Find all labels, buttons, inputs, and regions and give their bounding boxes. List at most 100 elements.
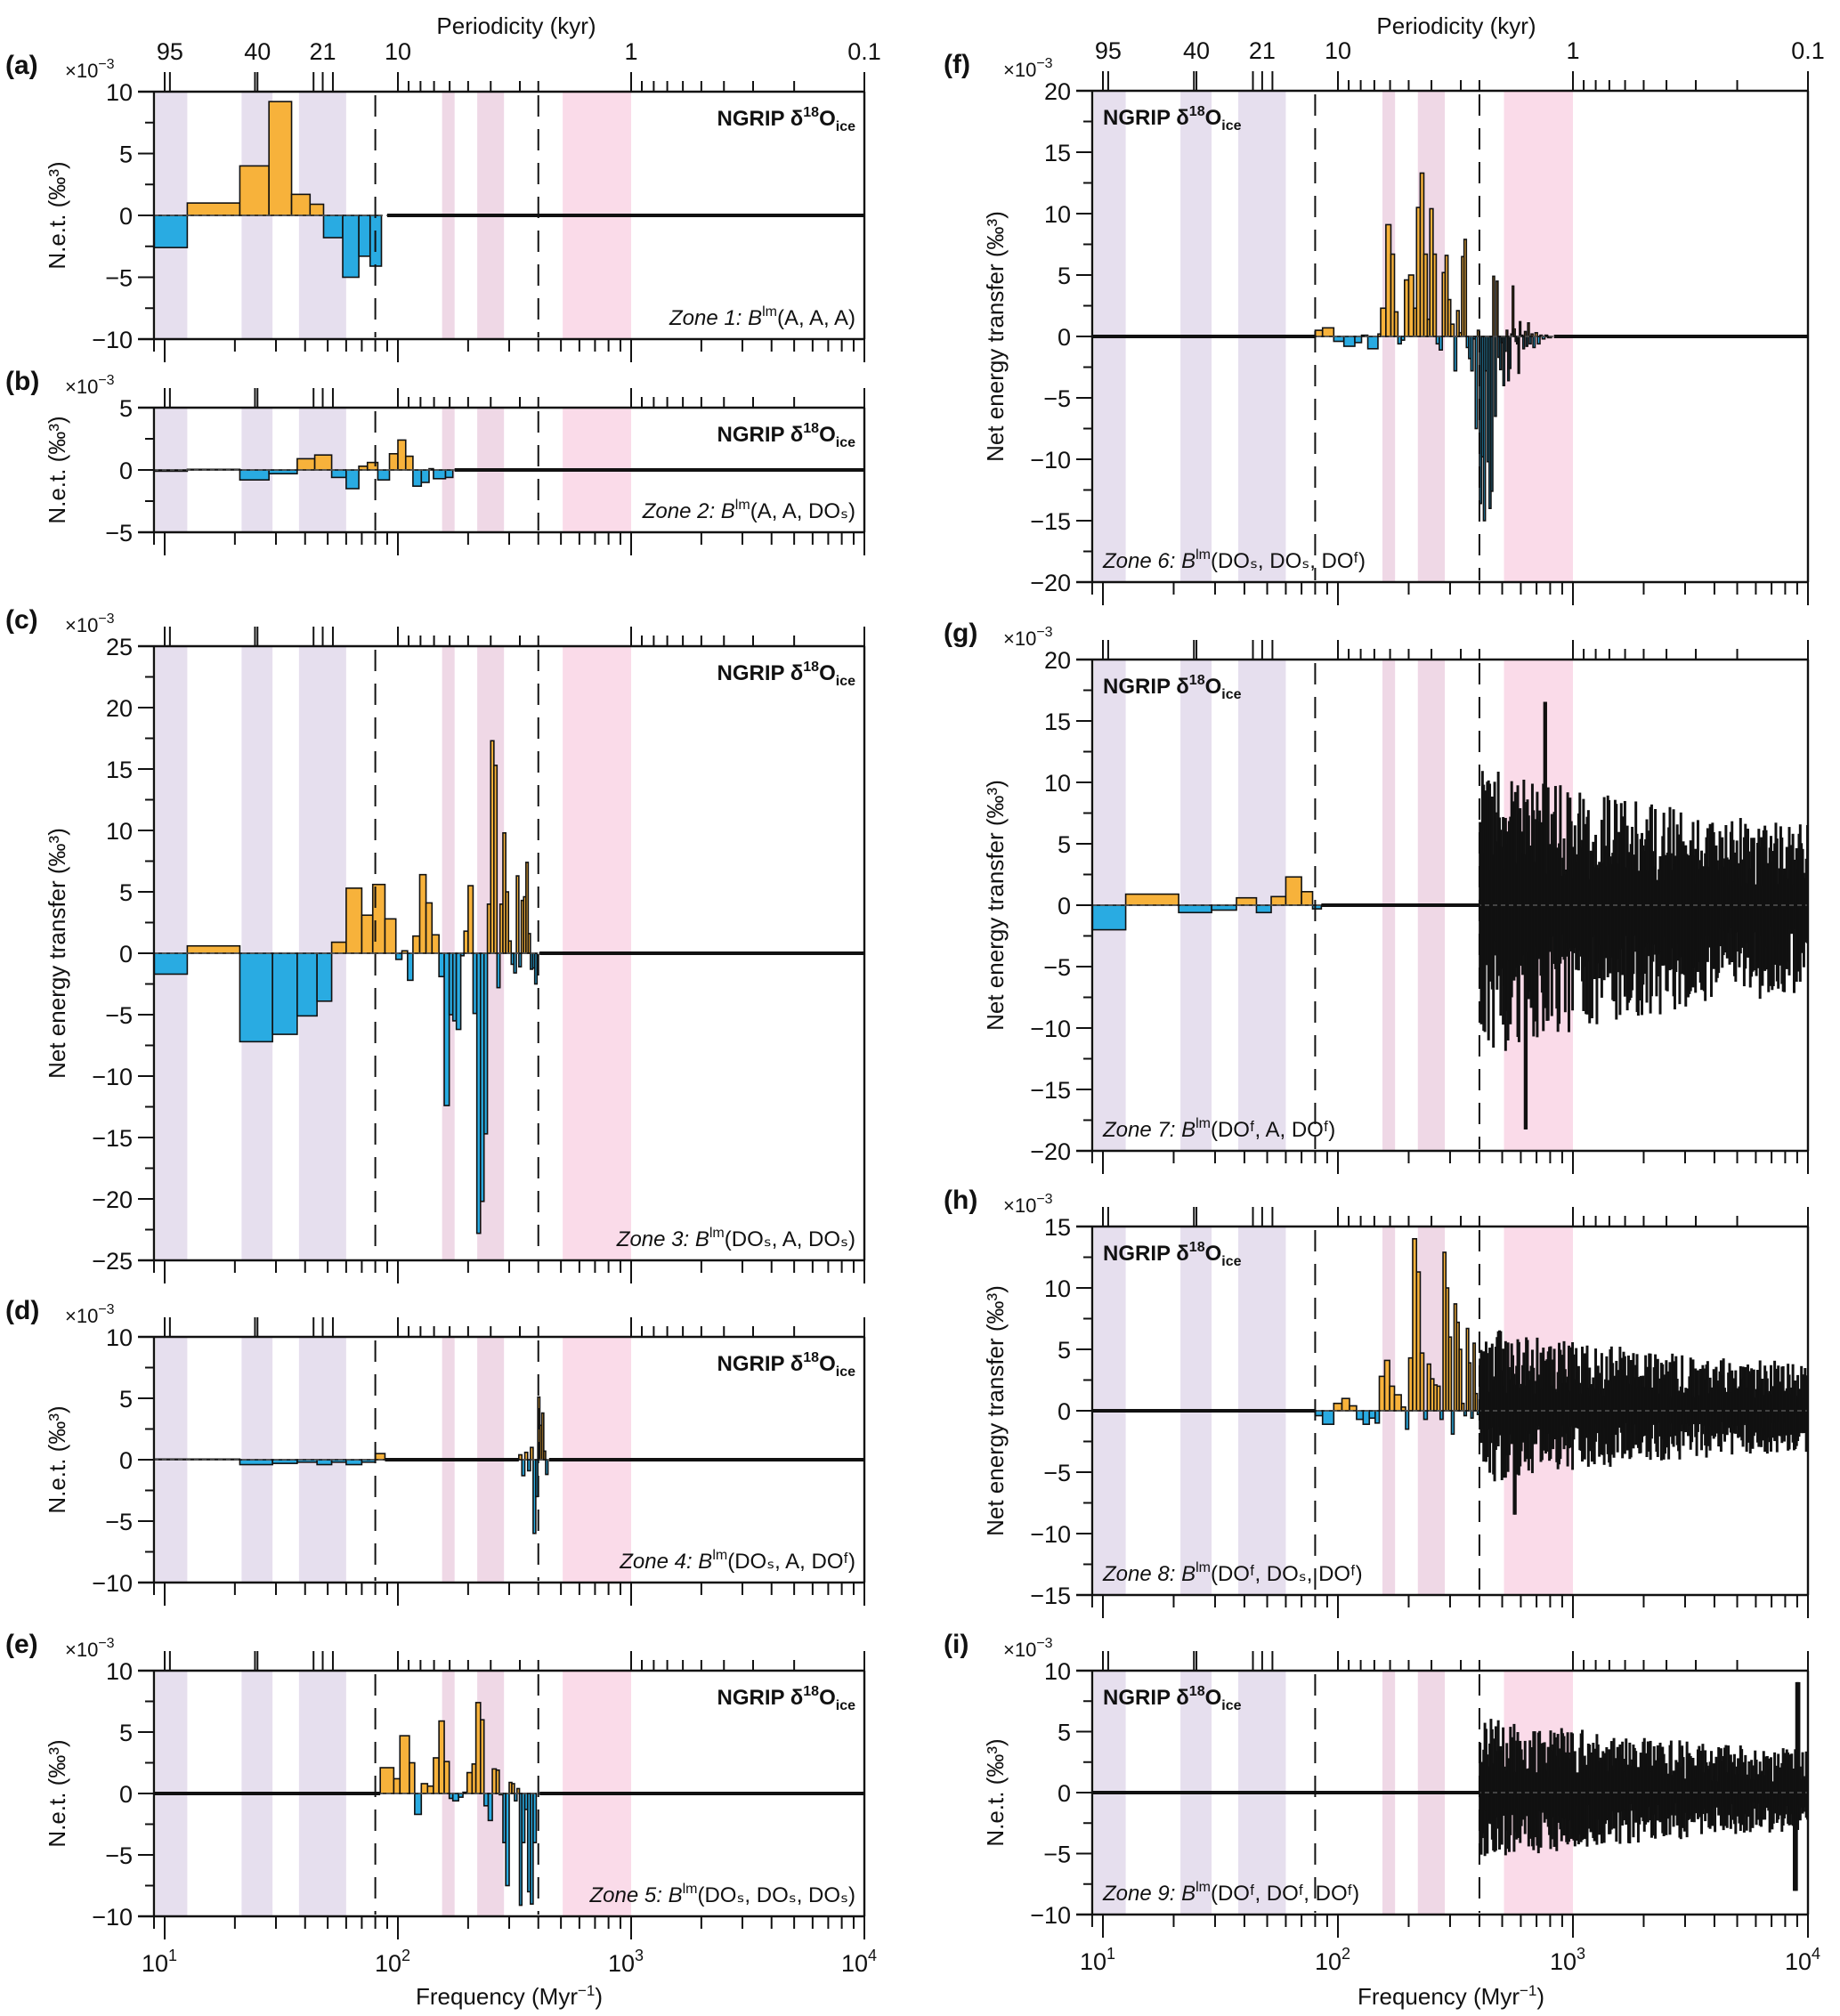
bar-positive bbox=[1400, 1406, 1406, 1412]
bar-negative bbox=[533, 952, 539, 985]
bar-positive bbox=[1496, 280, 1499, 337]
bar-negative bbox=[1211, 904, 1237, 911]
y-tick-label: −20 bbox=[1030, 570, 1071, 596]
bar-positive bbox=[1270, 895, 1287, 906]
bar-negative bbox=[514, 1793, 518, 1802]
bar-positive bbox=[1341, 1397, 1350, 1412]
dataset-label-sub: ice bbox=[1221, 687, 1241, 702]
bottom-tick-exponent: 1 bbox=[168, 1947, 177, 1964]
panel-letter: (c) bbox=[5, 605, 38, 635]
bar-positive bbox=[426, 1785, 434, 1794]
y-axis-label: N.e.t. (‰³) bbox=[44, 1405, 70, 1513]
bar-positive bbox=[518, 1453, 523, 1461]
bar-positive bbox=[393, 1777, 401, 1794]
y-tick-label: −5 bbox=[105, 1509, 133, 1535]
y-scale-exponent: −3 bbox=[1036, 1636, 1052, 1651]
bottom-tick-exponent: 3 bbox=[635, 1947, 644, 1964]
y-tick-label: −10 bbox=[92, 1904, 133, 1931]
bottom-axis-title-right: Frequency (Myr−1) bbox=[1358, 1982, 1544, 2010]
dataset-label-sub: ice bbox=[1221, 1254, 1241, 1269]
bar-positive bbox=[374, 1453, 386, 1461]
bottom-tick-label: 101 bbox=[1080, 1945, 1115, 1975]
bar-positive bbox=[438, 1720, 445, 1794]
y-axis-label: Net energy transfer (‰³) bbox=[982, 780, 1009, 1031]
bar-positive bbox=[493, 765, 499, 954]
y-tick-label: −15 bbox=[1030, 1583, 1071, 1609]
bar-positive bbox=[515, 1787, 521, 1794]
bottom-tick-label: 103 bbox=[1550, 1945, 1585, 1975]
bar-positive bbox=[1380, 307, 1387, 337]
y-tick-label: −5 bbox=[105, 265, 133, 292]
bar-negative bbox=[526, 1459, 531, 1472]
panel-e: −10 −5 0 5 10×10−3 (e) 101 102 103 104 N.e.t. (‰³)… bbox=[5, 1630, 877, 1977]
bar-negative bbox=[345, 469, 360, 490]
bar-negative bbox=[1525, 336, 1528, 347]
bar-positive bbox=[1505, 329, 1509, 337]
y-tick-label: 10 bbox=[106, 1658, 133, 1685]
zone-name: Zone 7: bbox=[1102, 1118, 1181, 1142]
bar-negative bbox=[316, 952, 333, 1002]
bar-negative bbox=[545, 1459, 549, 1476]
bar-negative bbox=[1333, 336, 1345, 343]
y-axis-label: Net energy transfer (‰³) bbox=[982, 211, 1009, 462]
bar-negative bbox=[1374, 1410, 1381, 1424]
bispectrum-symbol: B bbox=[1181, 1562, 1196, 1586]
bar-negative bbox=[1354, 336, 1363, 344]
dataset-label-sup: 18 bbox=[803, 660, 819, 675]
bar-positive bbox=[366, 461, 379, 471]
bar-positive bbox=[515, 875, 520, 954]
y-tick-label: 0 bbox=[119, 1781, 133, 1808]
bar-positive bbox=[431, 934, 440, 954]
top-tick-label: 1 bbox=[624, 38, 637, 65]
bars-group bbox=[153, 740, 539, 1235]
y-tick-label: −5 bbox=[105, 1842, 133, 1869]
y-tick-label: −15 bbox=[1030, 1077, 1071, 1104]
y-tick-label: 5 bbox=[119, 1386, 133, 1413]
dataset-label-o: O bbox=[1205, 106, 1222, 130]
dataset-label: NGRIP δ18Oice bbox=[717, 421, 855, 450]
dataset-label-o: O bbox=[819, 661, 836, 685]
bispectrum-symbol: B bbox=[669, 1883, 683, 1907]
y-tick-label: 0 bbox=[1058, 324, 1071, 351]
dataset-label-sup: 18 bbox=[1189, 1240, 1205, 1255]
y-axis-label: N.e.t. (‰³) bbox=[44, 416, 70, 523]
bar-positive bbox=[379, 1767, 395, 1794]
bar-negative bbox=[1528, 336, 1532, 345]
dataset-label-sub: ice bbox=[836, 435, 855, 450]
bar-positive bbox=[1314, 329, 1324, 337]
top-axis-title-right: Periodicity (kyr) bbox=[1376, 12, 1536, 39]
y-scale-multiplier: ×10−3 bbox=[65, 611, 115, 636]
y-scale-exponent: −3 bbox=[98, 1636, 114, 1651]
y-tick-label: 10 bbox=[1044, 1275, 1071, 1302]
bispectrum-sup: lm bbox=[1196, 547, 1211, 563]
dataset-label: NGRIP δ18Oice bbox=[717, 1350, 855, 1380]
y-tick-label: −5 bbox=[1043, 1460, 1071, 1486]
bar-negative bbox=[521, 1459, 526, 1477]
dataset-label-sup: 18 bbox=[1189, 673, 1205, 688]
bar-positive bbox=[1455, 310, 1460, 337]
zone-label: Zone 8: Blm(DOᶠ, DOₛ, DOᶠ) bbox=[1102, 1560, 1363, 1586]
y-tick-label: 20 bbox=[1044, 78, 1071, 105]
y-axis-label: N.e.t. (‰³) bbox=[982, 1738, 1009, 1846]
top-tick-label: 0.1 bbox=[1791, 37, 1825, 64]
y-tick-label: 10 bbox=[1044, 770, 1071, 797]
y-tick-label: 10 bbox=[106, 79, 133, 106]
y-tick-label: 5 bbox=[119, 1720, 133, 1746]
top-tick-label: 21 bbox=[310, 38, 336, 65]
zone-label: Zone 2: Blm(A, A, DOₛ) bbox=[642, 498, 855, 523]
bar-positive bbox=[1389, 1385, 1396, 1412]
y-tick-label: 5 bbox=[119, 142, 133, 168]
bar-negative bbox=[358, 215, 371, 257]
y-tick-label: 0 bbox=[1058, 893, 1071, 919]
y-tick-label: 5 bbox=[1058, 1720, 1071, 1746]
zone-name: Zone 4: bbox=[619, 1550, 698, 1574]
bar-positive bbox=[239, 165, 270, 216]
zone-name: Zone 2: bbox=[642, 499, 721, 523]
y-tick-label: 5 bbox=[119, 879, 133, 906]
y-tick-label: −10 bbox=[1030, 1521, 1071, 1548]
bispectrum-sup: lm bbox=[1196, 1560, 1211, 1575]
y-scale-exponent: −3 bbox=[98, 57, 114, 72]
zone-label: Zone 1: Blm(A, A, A) bbox=[669, 304, 855, 330]
y-scale-exponent: −3 bbox=[1036, 1192, 1052, 1207]
y-tick-label: 20 bbox=[106, 695, 133, 722]
